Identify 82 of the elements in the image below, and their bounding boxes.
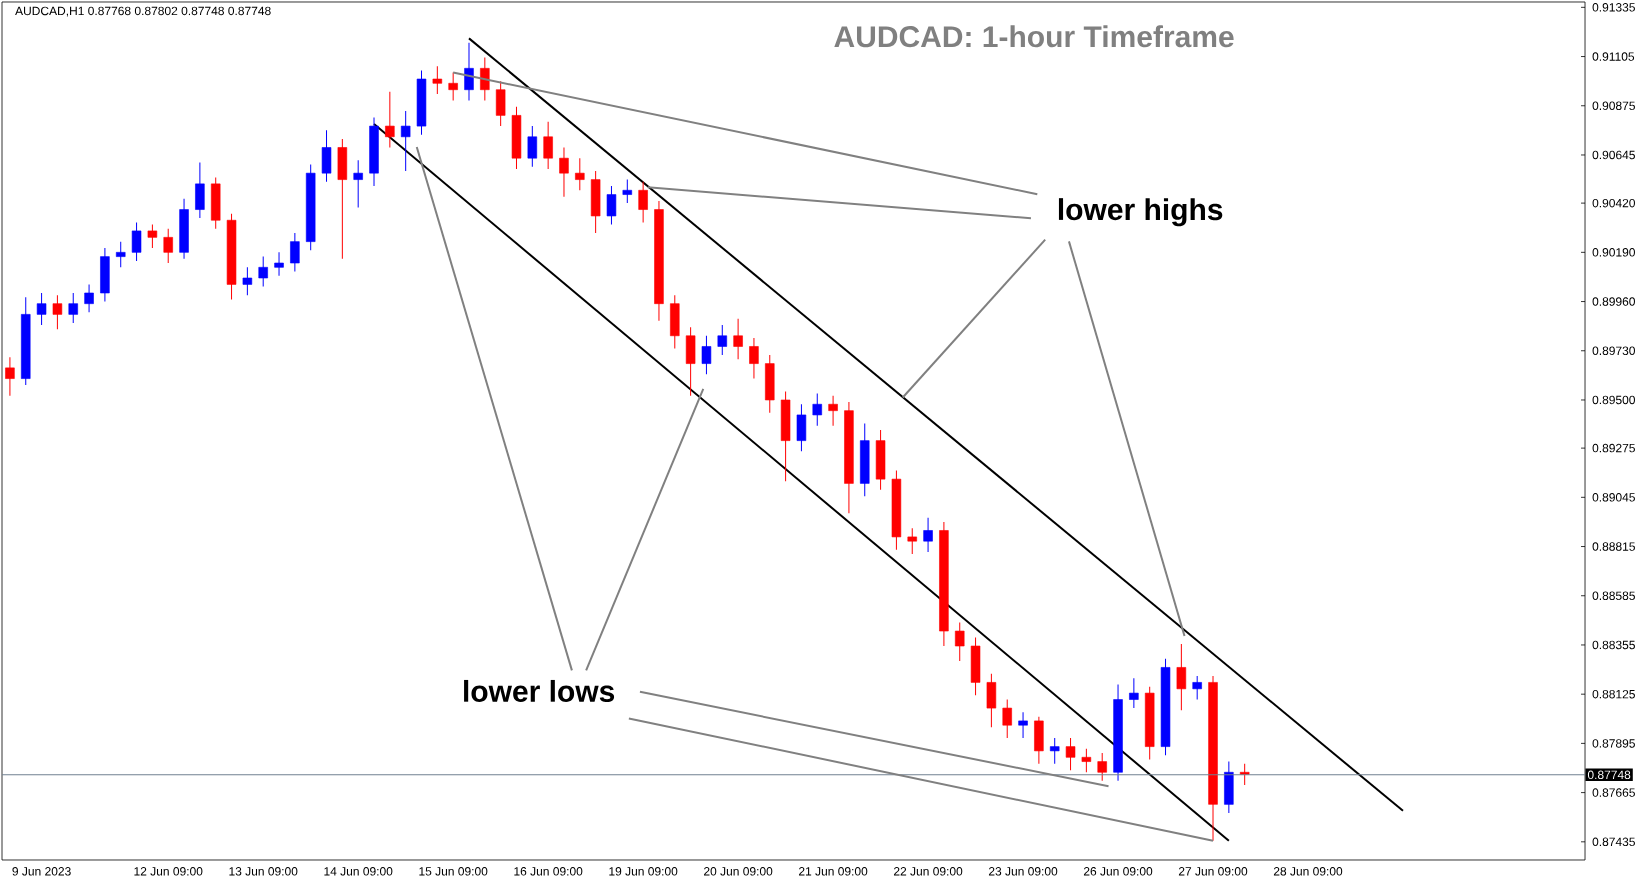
candlestick xyxy=(131,221,142,262)
x-tick-label: 28 Jun 09:00 xyxy=(1273,867,1343,876)
x-tick-label: 26 Jun 09:00 xyxy=(1083,867,1153,876)
candlestick xyxy=(242,266,253,296)
candlestick xyxy=(353,159,363,208)
y-tick-label: 0.88815 xyxy=(1592,542,1635,551)
x-tick-label: 22 Jun 09:00 xyxy=(893,867,963,876)
candlestick xyxy=(464,42,474,101)
x-tick-label: 12 Jun 09:00 xyxy=(134,867,203,876)
x-tick-label: 23 Jun 09:00 xyxy=(988,867,1058,876)
y-tick-label: 0.90420 xyxy=(1592,198,1635,208)
candlestick xyxy=(1129,677,1139,709)
candlestick xyxy=(923,517,933,553)
candlestick xyxy=(36,292,47,326)
candlestick xyxy=(448,72,458,101)
candlestick xyxy=(400,110,411,172)
y-tick-label: 0.91105 xyxy=(1592,52,1635,61)
candlestick xyxy=(432,65,443,95)
x-tick-label: 14 Jun 09:00 xyxy=(324,867,393,876)
candlestick xyxy=(1049,737,1060,765)
candlestick xyxy=(749,337,759,380)
y-tick-label: 0.88355 xyxy=(1592,640,1635,650)
annotation: lower highs xyxy=(1058,198,1223,227)
candlestick xyxy=(84,283,94,313)
candlestick xyxy=(1192,675,1202,701)
x-tick-label: 13 Jun 09:00 xyxy=(229,867,298,876)
x-tick-label: 19 Jun 09:00 xyxy=(609,867,678,876)
candlestick xyxy=(480,57,490,101)
y-tick-label: 0.90875 xyxy=(1592,101,1635,111)
candlestick xyxy=(527,125,538,168)
candlestick xyxy=(907,527,917,555)
candlestick xyxy=(274,251,284,277)
y-tick-label: 0.87895 xyxy=(1592,739,1635,748)
candlestick xyxy=(701,335,712,375)
x-tick-label: 16 Jun 09:00 xyxy=(514,867,583,876)
candlestick xyxy=(828,395,838,427)
candlestick xyxy=(290,232,300,273)
candlestick xyxy=(717,324,728,356)
y-tick-label: 0.89045 xyxy=(1592,493,1635,502)
candlestick xyxy=(1002,699,1012,739)
ref-line-label: 0.87748 xyxy=(1587,770,1631,780)
y-tick-label: 0.90190 xyxy=(1592,248,1635,257)
y-tick-label: 0.88585 xyxy=(1592,591,1635,600)
candlestick xyxy=(543,121,553,170)
y-tick-label: 0.89730 xyxy=(1592,346,1635,356)
candlestick xyxy=(954,622,965,662)
y-tick-label: 0.87435 xyxy=(1592,837,1635,847)
y-tick-label: 0.88125 xyxy=(1592,689,1635,699)
candlestick xyxy=(385,91,395,148)
candlestick xyxy=(1097,752,1107,782)
candlestick xyxy=(606,185,617,226)
y-tick-label: 0.89960 xyxy=(1592,297,1635,306)
annotation: AUDCAD,H1 0.87768 0.87802 0.87748 0.87748 xyxy=(15,6,271,17)
candlestick xyxy=(1018,711,1028,739)
candlestick xyxy=(1176,643,1187,711)
candlestick xyxy=(52,294,63,330)
candlestick xyxy=(575,157,585,191)
candlestick xyxy=(258,256,268,288)
text: AUDCAD: 1-hour Timeframe xyxy=(834,25,1234,48)
candlestick xyxy=(116,241,126,268)
candlestick xyxy=(1081,748,1092,773)
candlestick xyxy=(812,393,822,427)
x-tick-label: 27 Jun 09:00 xyxy=(1178,867,1248,876)
y-tick-label: 0.89500 xyxy=(1592,395,1635,405)
candlestick xyxy=(68,292,78,324)
annotation: lower lows xyxy=(464,679,615,702)
candlestick xyxy=(638,181,648,223)
y-tick-label: 0.87665 xyxy=(1592,788,1635,797)
candlestick xyxy=(147,224,158,249)
candlestick xyxy=(559,146,569,198)
candlestick xyxy=(5,356,15,397)
y-tick-label: 0.91335 xyxy=(1592,3,1635,12)
y-tick-label: 0.89275 xyxy=(1592,443,1635,453)
candlestick xyxy=(622,179,633,204)
candlestick xyxy=(1065,737,1076,771)
candlestick xyxy=(163,228,173,264)
candlestick xyxy=(733,318,743,360)
x-tick-label: 21 Jun 09:00 xyxy=(798,867,868,876)
x-tick-label: 9 Jun 2023 xyxy=(12,867,71,876)
y-tick-label: 0.90645 xyxy=(1592,150,1635,160)
x-tick-label: 20 Jun 09:00 xyxy=(704,867,773,876)
x-tick-label: 15 Jun 09:00 xyxy=(419,867,488,876)
